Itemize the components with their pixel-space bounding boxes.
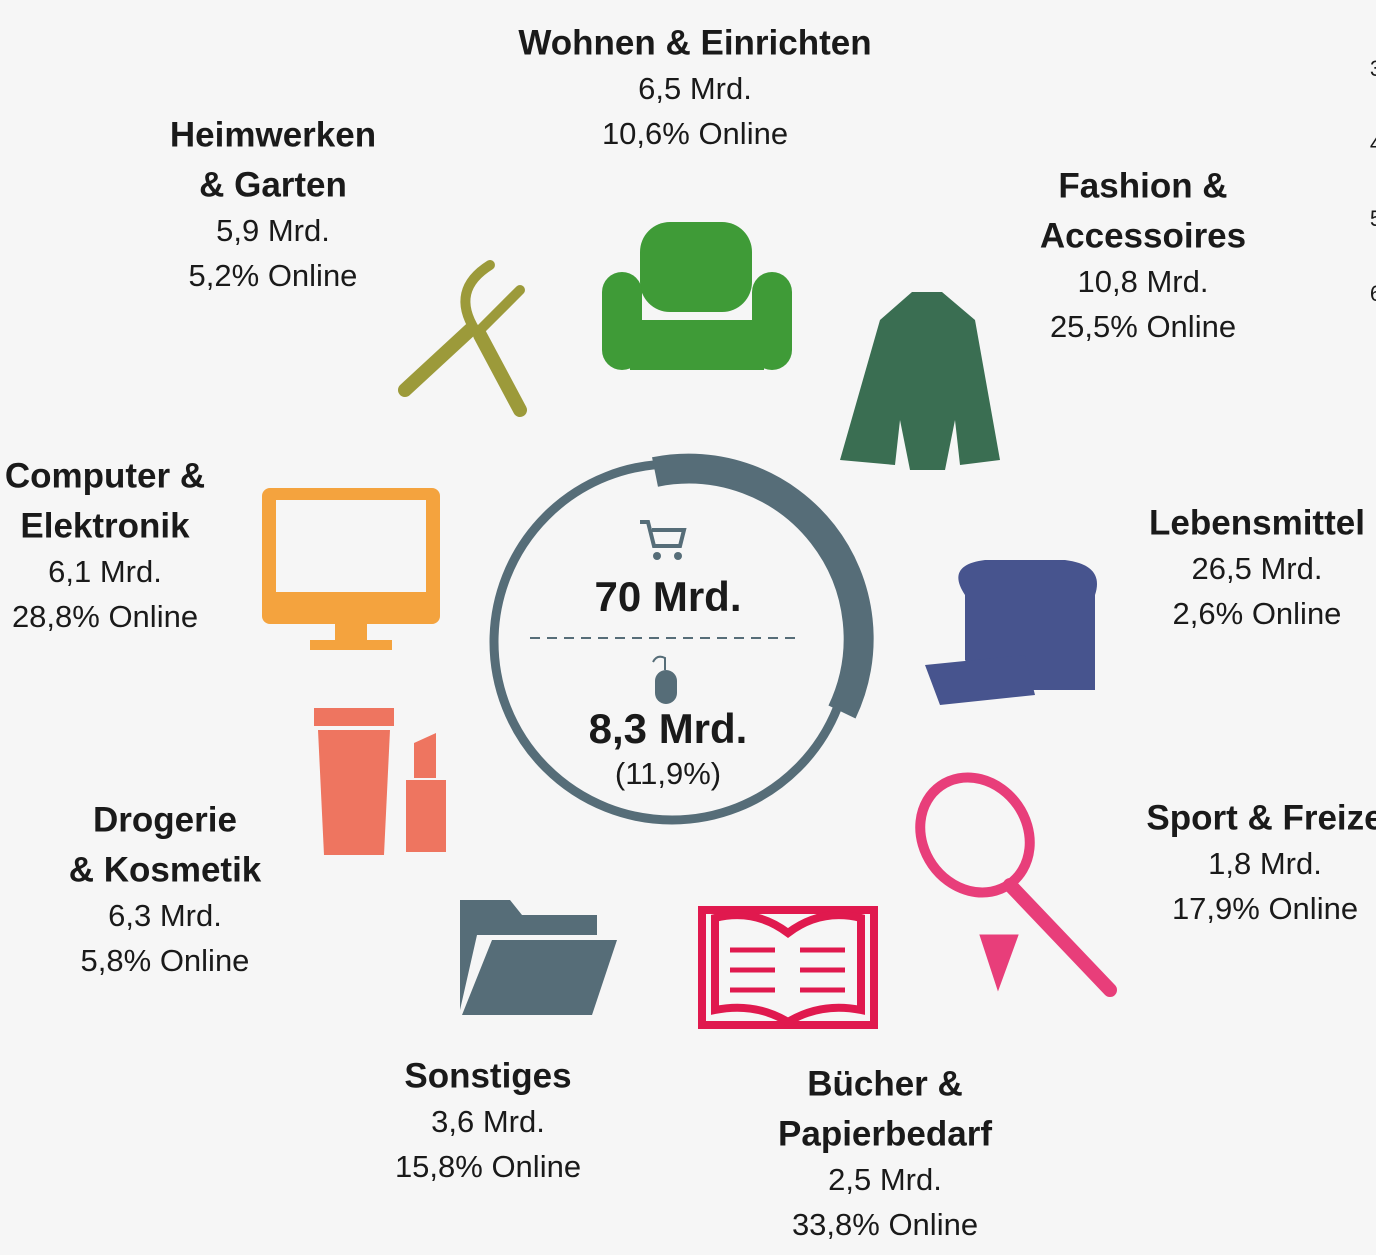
category-amount: 3,6 Mrd.	[431, 1104, 545, 1139]
category-title: Sonstiges	[404, 1056, 571, 1095]
category-online: 15,8% Online	[395, 1149, 581, 1184]
category-title: Sport & Freize	[1146, 798, 1376, 837]
category-title: Computer &	[5, 456, 205, 495]
category-amount: 1,8 Mrd.	[1208, 846, 1322, 881]
edge-label: 5	[1370, 206, 1376, 231]
category-online: 28,8% Online	[12, 599, 198, 634]
category-title: & Kosmetik	[69, 850, 262, 889]
category-title: Bücher &	[807, 1064, 963, 1103]
category-title: Fashion &	[1058, 166, 1227, 205]
category-amount: 6,5 Mrd.	[638, 71, 752, 106]
category-amount: 5,9 Mrd.	[216, 213, 330, 248]
online-share: (11,9%)	[615, 756, 721, 791]
category-online: 5,2% Online	[189, 258, 358, 293]
online-total: 8,3 Mrd.	[589, 705, 748, 752]
total: 70 Mrd.	[594, 573, 741, 620]
category-online: 2,6% Online	[1173, 596, 1342, 631]
category-online: 17,9% Online	[1172, 891, 1358, 926]
category-online: 5,8% Online	[81, 943, 250, 978]
category-amount: 2,5 Mrd.	[828, 1162, 942, 1197]
category-online: 33,8% Online	[792, 1207, 978, 1242]
category-amount: 10,8 Mrd.	[1078, 264, 1209, 299]
page: 70 Mrd. 8,3 Mrd. (11,9%) Wohnen &	[0, 0, 1376, 1255]
category-online: 10,6% Online	[602, 116, 788, 151]
category-title: Elektronik	[20, 506, 190, 545]
category-title: & Garten	[199, 165, 347, 204]
category-online: 25,5% Online	[1050, 309, 1236, 344]
category-title: Drogerie	[93, 800, 237, 839]
category-amount: 6,3 Mrd.	[108, 898, 222, 933]
category-amount: 6,1 Mrd.	[48, 554, 162, 589]
category-title: Papierbedarf	[778, 1114, 992, 1153]
category-title: Heimwerken	[170, 115, 376, 154]
edge-label: 4	[1370, 131, 1376, 156]
category-amount: 26,5 Mrd.	[1192, 551, 1323, 586]
category-title: Lebensmittel	[1149, 503, 1365, 542]
edge-label: 6	[1370, 281, 1376, 306]
infographic: 70 Mrd. 8,3 Mrd. (11,9%) Wohnen &	[0, 0, 1376, 1255]
category-title: Wohnen & Einrichten	[518, 23, 871, 62]
edge-label: 3	[1370, 56, 1376, 81]
category-title: Accessoires	[1040, 216, 1246, 255]
